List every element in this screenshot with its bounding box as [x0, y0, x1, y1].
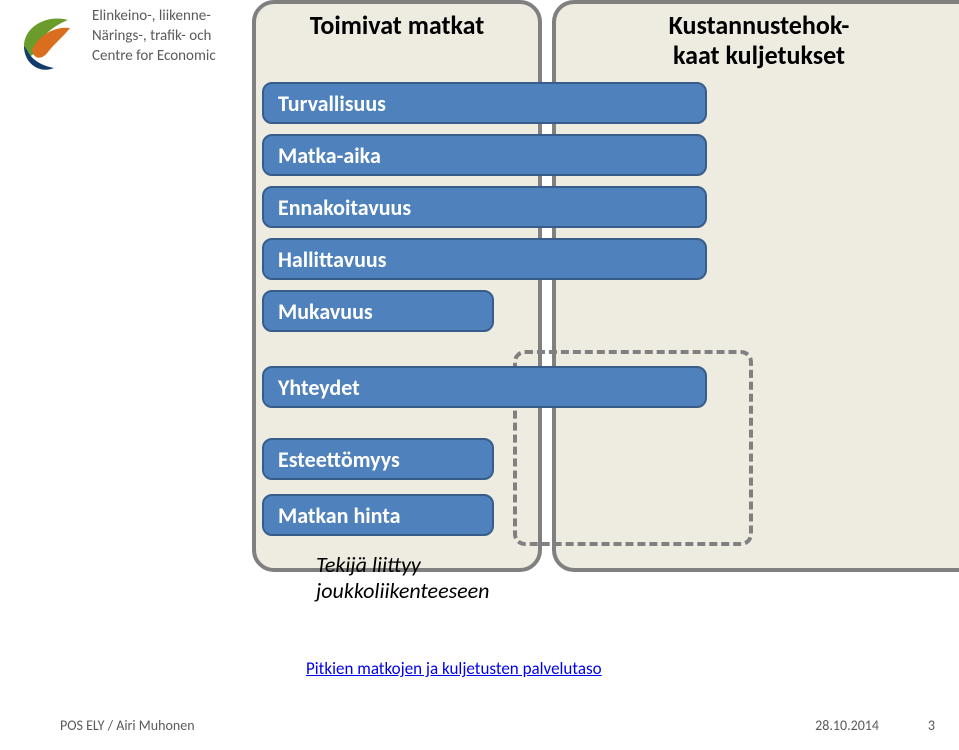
factor-matka-aika: Matka-aika — [262, 134, 707, 176]
factor-turvallisuus: Turvallisuus — [262, 82, 707, 124]
slide: Elinkeino-, liikenne- Närings-, trafik- … — [0, 0, 959, 750]
factor-esteettomyys: Esteettömyys — [262, 438, 494, 480]
factor-label: Matkan hinta — [278, 502, 401, 529]
org-name-fi: Elinkeino-, liikenne- — [92, 6, 216, 26]
org-logo-block: Elinkeino-, liikenne- Närings-, trafik- … — [14, 6, 216, 76]
factor-hallittavuus: Hallittavuus — [262, 238, 707, 280]
factor-label: Turvallisuus — [278, 90, 386, 117]
factor-label: Matka-aika — [278, 142, 381, 169]
caption-line2: joukkoliikenteeseen — [316, 577, 489, 604]
factor-label: Esteettömyys — [278, 446, 400, 473]
public-transport-caption: Tekijä liittyy joukkoliikenteeseen — [316, 552, 489, 604]
footer-page-number: 3 — [928, 717, 935, 734]
caption-line1: Tekijä liittyy — [316, 551, 421, 578]
factor-label: Ennakoitavuus — [278, 194, 411, 221]
factor-ennakoitavuus: Ennakoitavuus — [262, 186, 707, 228]
column-right-title-line1: Kustannustehok- — [669, 9, 850, 41]
footer-date: 28.10.2014 — [815, 717, 879, 734]
source-link[interactable]: Pitkien matkojen ja kuljetusten palvelut… — [306, 658, 602, 679]
factor-label: Yhteydet — [278, 374, 360, 401]
factor-label: Mukavuus — [278, 298, 373, 325]
org-name-sv: Närings-, trafik- och — [92, 26, 216, 46]
column-right-title: Kustannustehok- kaat kuljetukset — [556, 4, 959, 70]
factor-matkan-hinta: Matkan hinta — [262, 494, 494, 536]
ely-logo-icon — [14, 6, 82, 76]
factor-mukavuus: Mukavuus — [262, 290, 494, 332]
column-left-title: Toimivat matkat — [256, 4, 538, 40]
factor-yhteydet: Yhteydet — [262, 366, 707, 408]
factor-label: Hallittavuus — [278, 246, 387, 273]
org-name-text: Elinkeino-, liikenne- Närings-, trafik- … — [92, 6, 216, 66]
footer-author: POS ELY / Airi Muhonen — [60, 717, 195, 734]
column-right-title-line2: kaat kuljetukset — [673, 39, 845, 71]
org-name-en: Centre for Economic — [92, 46, 216, 66]
